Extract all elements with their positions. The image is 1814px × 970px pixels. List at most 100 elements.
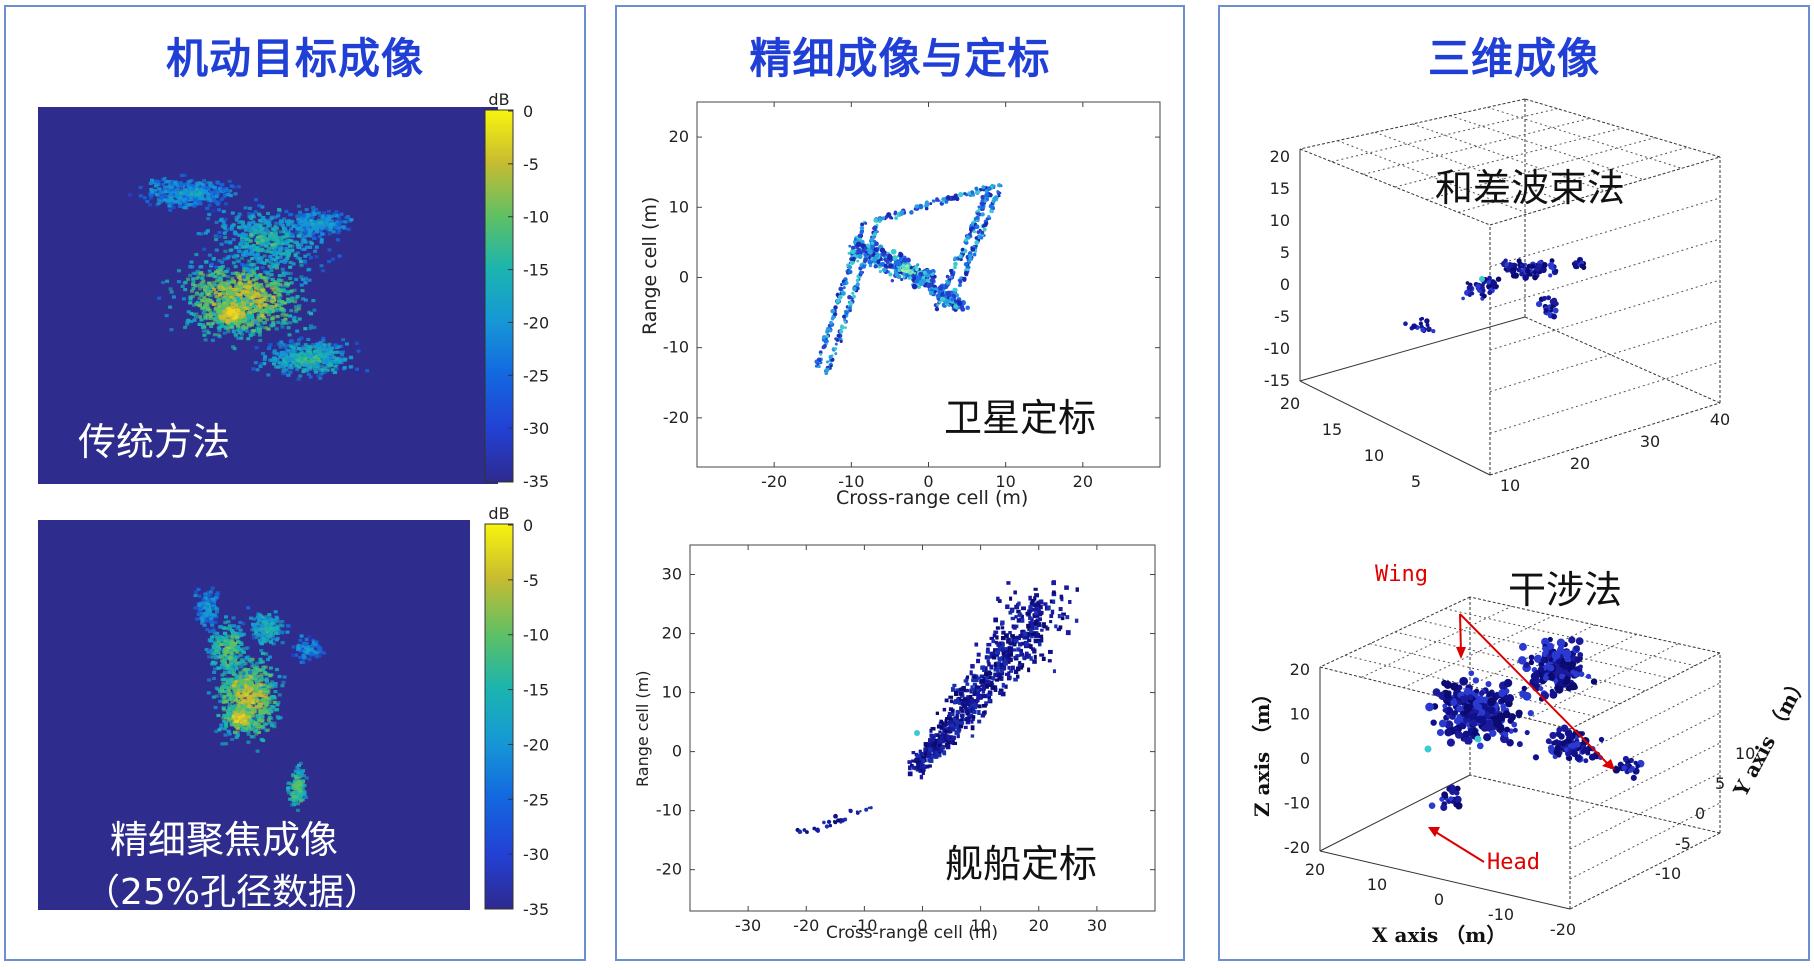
heat-pixel	[235, 722, 240, 726]
heat-pixel	[237, 331, 242, 335]
heat-pixel	[334, 363, 339, 367]
heat-pixel	[275, 365, 280, 369]
heat-pixel	[331, 360, 336, 364]
heat-pixel	[229, 292, 234, 296]
heat-pixel	[229, 684, 234, 688]
heat-pixel	[181, 190, 186, 195]
heat-pixel	[173, 180, 178, 184]
heat-pixel	[207, 203, 212, 207]
heat-pixel	[300, 289, 305, 293]
heat-pixel	[319, 352, 324, 356]
heat-pixel	[240, 728, 245, 732]
heat-pixel	[267, 346, 272, 350]
colorbar-tick-label: -10	[523, 626, 549, 645]
heat-pixel	[303, 298, 308, 302]
heat-pixel	[242, 297, 247, 301]
data-point	[859, 230, 864, 235]
heat-pixel	[267, 635, 272, 639]
heat-pixel	[335, 214, 340, 218]
heat-pixel	[142, 196, 147, 200]
heat-pixel	[221, 209, 226, 214]
heat-pixel	[292, 801, 297, 805]
heat-pixel	[257, 286, 262, 290]
y-tick-label: 20	[669, 127, 689, 146]
heat-pixel	[183, 325, 188, 329]
heat-pixel	[218, 316, 223, 320]
heat-pixel	[168, 186, 173, 190]
heat-pixel	[262, 261, 267, 265]
heat-pixel	[249, 694, 254, 699]
heat-pixel	[210, 321, 215, 326]
heat-pixel	[213, 667, 218, 671]
heat-pixel	[215, 645, 220, 649]
heat-pixel	[248, 273, 253, 277]
heat-pixel	[208, 181, 213, 185]
heat-pixel	[197, 181, 202, 185]
heat-pixel	[233, 691, 238, 695]
heat-pixel	[308, 222, 313, 226]
heat-pixel	[229, 248, 234, 252]
heat-pixel	[316, 211, 321, 215]
heat-pixel	[265, 241, 270, 245]
heat-pixel	[191, 312, 196, 317]
heat-pixel	[192, 202, 197, 206]
heat-pixel	[217, 186, 222, 191]
heat-pixel	[200, 618, 205, 623]
heat-pixel	[244, 656, 249, 660]
heat-pixel	[220, 685, 225, 689]
heat-pixel	[241, 232, 246, 236]
heat-pixel	[296, 218, 301, 222]
heat-pixel	[311, 643, 316, 647]
heat-pixel	[220, 296, 225, 301]
heat-pixel	[273, 290, 278, 295]
heat-pixel	[191, 282, 196, 287]
heat-pixel	[276, 631, 281, 636]
heat-pixel	[262, 706, 267, 710]
heat-pixel	[291, 354, 296, 358]
heat-pixel	[317, 344, 322, 348]
heat-pixel	[256, 260, 261, 264]
heat-pixel	[237, 311, 242, 315]
data-point	[892, 255, 898, 261]
heat-pixel	[274, 221, 279, 225]
heat-pixel	[222, 672, 227, 676]
heat-pixel	[295, 251, 300, 255]
heat-pixel	[208, 312, 213, 316]
heat-pixel	[293, 769, 298, 773]
heat-pixel	[245, 288, 250, 292]
heat-pixel	[285, 242, 290, 247]
heat-pixel	[281, 273, 286, 277]
heat-pixel	[213, 306, 218, 310]
heat-pixel	[250, 319, 255, 323]
heat-pixel	[224, 651, 229, 655]
heat-pixel	[206, 292, 211, 296]
heat-pixel	[239, 220, 244, 224]
data-point	[929, 202, 933, 206]
data-point	[936, 303, 940, 307]
heat-pixel	[317, 347, 322, 351]
heat-pixel	[219, 638, 224, 642]
heat-pixel	[260, 615, 265, 619]
heat-pixel	[215, 202, 220, 206]
data-point	[828, 366, 832, 370]
heat-pixel	[315, 353, 320, 357]
heat-pixel	[275, 314, 280, 319]
heat-pixel	[264, 238, 269, 242]
heat-pixel	[169, 290, 174, 294]
heat-pixel	[321, 651, 326, 655]
heat-pixel	[247, 215, 252, 219]
heat-pixel	[256, 718, 261, 722]
heat-pixel	[333, 370, 338, 375]
heat-pixel	[202, 299, 207, 303]
heat-pixel	[279, 252, 284, 256]
heat-pixel	[231, 261, 236, 265]
heat-pixel	[284, 321, 289, 325]
heat-pixel	[205, 609, 210, 614]
heat-pixel	[193, 198, 198, 202]
heat-pixel	[233, 265, 238, 269]
heat-pixel	[274, 327, 279, 331]
heat-pixel	[235, 694, 240, 698]
heat-pixel	[176, 280, 181, 284]
heat-pixel	[189, 183, 194, 187]
heat-pixel	[207, 184, 212, 188]
